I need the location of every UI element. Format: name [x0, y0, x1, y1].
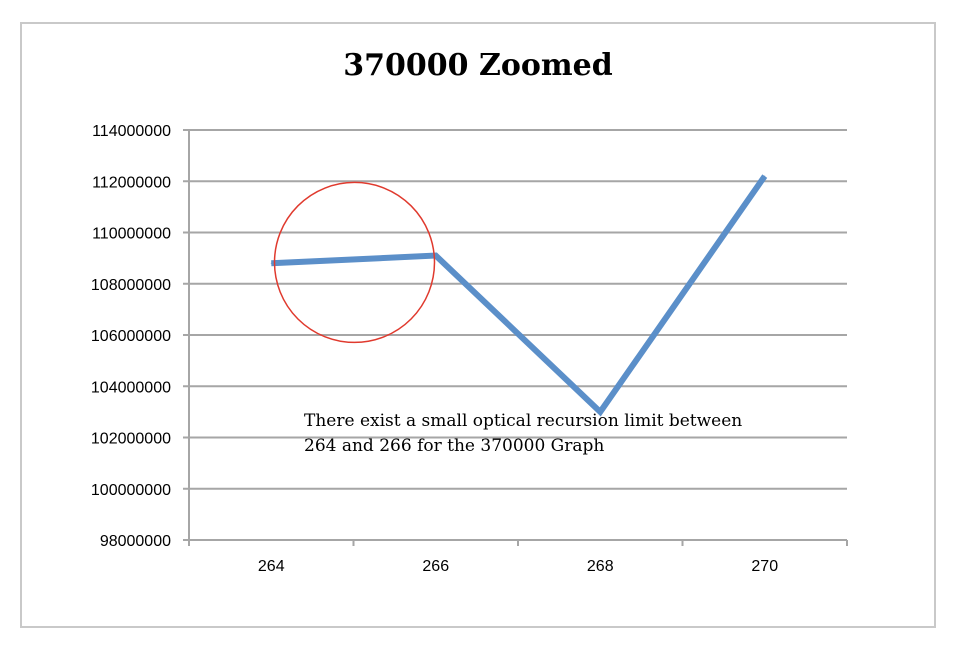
chart-frame [20, 22, 936, 628]
y-tick-label: 98000000 [100, 533, 171, 550]
highlight-circle [273, 181, 436, 344]
y-tick-label: 106000000 [91, 328, 171, 345]
y-tick-label: 104000000 [91, 379, 171, 396]
chart-title: 370000 Zoomed [343, 48, 613, 83]
y-tick-label: 114000000 [92, 123, 171, 140]
annotation-line-1: There exist a small optical recursion li… [304, 411, 743, 431]
y-tick-label: 110000000 [92, 226, 171, 243]
y-tick-label: 102000000 [91, 431, 171, 448]
y-tick-label: 100000000 [91, 482, 171, 499]
series-line [271, 174, 768, 417]
data-point [435, 255, 437, 257]
chart-annotation: There exist a small optical recursion li… [304, 409, 824, 459]
x-tick-label: 266 [422, 558, 449, 575]
y-tick-label: 112000000 [92, 174, 171, 191]
data-point [599, 411, 601, 413]
data-point [764, 175, 766, 177]
annotation-line-2: 264 and 266 for the 370000 Graph [304, 436, 605, 456]
data-point [270, 262, 272, 264]
x-tick-label: 270 [751, 558, 778, 575]
y-tick-label: 108000000 [91, 277, 171, 294]
x-tick-label: 264 [258, 558, 285, 575]
x-tick-label: 268 [587, 558, 614, 575]
